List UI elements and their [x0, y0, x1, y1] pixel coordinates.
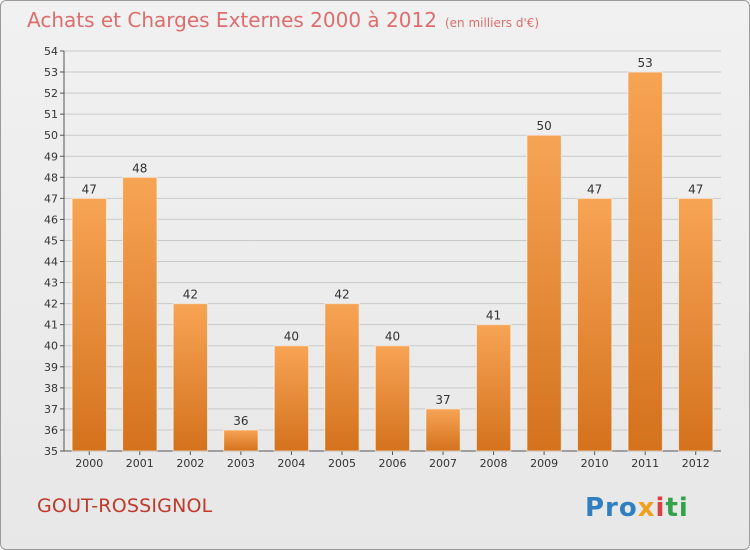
y-tick-label: 40 — [44, 340, 58, 353]
bar-2011[interactable] — [627, 71, 663, 452]
x-tick-label: 2004 — [277, 457, 305, 470]
data-label: 42 — [183, 288, 198, 302]
y-tick-label: 36 — [44, 424, 58, 437]
logo-part: ti — [665, 493, 689, 523]
x-tick-label: 2009 — [530, 457, 558, 470]
y-tick-label: 41 — [44, 319, 58, 332]
y-tick-label: 45 — [44, 234, 58, 247]
x-tick-label: 2011 — [631, 457, 659, 470]
proxiti-logo[interactable]: Proxiti — [585, 493, 689, 523]
y-tick-label: 35 — [44, 445, 58, 458]
y-tick-label: 37 — [44, 403, 58, 416]
x-tick-label: 2002 — [176, 457, 204, 470]
logo-part: x — [637, 493, 656, 523]
y-tick-label: 48 — [44, 171, 58, 184]
data-label: 41 — [486, 309, 501, 323]
x-tick-label: 2001 — [126, 457, 154, 470]
y-tick-label: 46 — [44, 213, 58, 226]
bar-2006[interactable] — [374, 345, 411, 452]
commune-name: GOUT-ROSSIGNOL — [37, 495, 213, 517]
y-tick-label: 51 — [44, 108, 58, 121]
bar-2001[interactable] — [122, 176, 158, 452]
data-label: 48 — [132, 161, 147, 175]
data-label: 40 — [385, 330, 400, 344]
logo-part: i — [655, 493, 666, 523]
bar-2002[interactable] — [172, 303, 209, 452]
y-tick-label: 52 — [44, 87, 58, 100]
x-tick-label: 2007 — [429, 457, 457, 470]
x-tick-label: 2012 — [682, 457, 710, 470]
bar-2007[interactable] — [425, 408, 461, 452]
x-tick-label: 2010 — [581, 457, 609, 470]
bar-2009[interactable] — [526, 134, 562, 452]
chart-subtitle: (en milliers d'€) — [444, 16, 540, 30]
bar-2005[interactable] — [324, 303, 360, 452]
data-label: 47 — [688, 182, 703, 196]
y-tick-label: 47 — [44, 192, 58, 205]
x-tick-label: 2008 — [480, 457, 508, 470]
bar-2003[interactable] — [223, 429, 259, 452]
bars — [71, 71, 714, 452]
bar-2000[interactable] — [71, 197, 107, 452]
x-tick-label: 2000 — [75, 457, 103, 470]
labels: 47 2000 48 2001 42 2002 36 2003 40 2004 42 2005 40 20… — [75, 56, 709, 470]
y-tick-label: 53 — [44, 66, 58, 79]
bar-2004[interactable] — [273, 345, 310, 452]
y-tick-label: 54 — [44, 45, 58, 58]
y-tick-label: 49 — [44, 150, 58, 163]
y-tick-label: 44 — [44, 256, 58, 269]
bar-2008[interactable] — [475, 324, 512, 452]
chart-title: Achats et Charges Externes 2000 à 2012 (e… — [27, 8, 539, 32]
data-label: 42 — [334, 288, 349, 302]
bar-2012[interactable] — [678, 197, 714, 452]
y-tick-label: 42 — [44, 298, 58, 311]
bar-2010[interactable] — [576, 197, 613, 452]
data-label: 37 — [435, 393, 450, 407]
x-tick-label: 2006 — [379, 457, 407, 470]
y-tick-label: 50 — [44, 129, 58, 142]
y-tick-label: 38 — [44, 382, 58, 395]
y-tick-label: 43 — [44, 277, 58, 290]
logo-part: Pro — [585, 493, 638, 523]
title-text: Achats et Charges Externes 2000 à 2012 — [27, 8, 437, 32]
y-tick-label: 39 — [44, 361, 58, 374]
data-label: 47 — [587, 182, 602, 196]
x-tick-label: 2005 — [328, 457, 356, 470]
x-tick-label: 2003 — [227, 457, 255, 470]
data-label: 53 — [638, 56, 653, 70]
data-label: 36 — [233, 414, 248, 428]
data-label: 40 — [284, 330, 299, 344]
data-label: 47 — [82, 182, 97, 196]
data-label: 50 — [536, 119, 551, 133]
